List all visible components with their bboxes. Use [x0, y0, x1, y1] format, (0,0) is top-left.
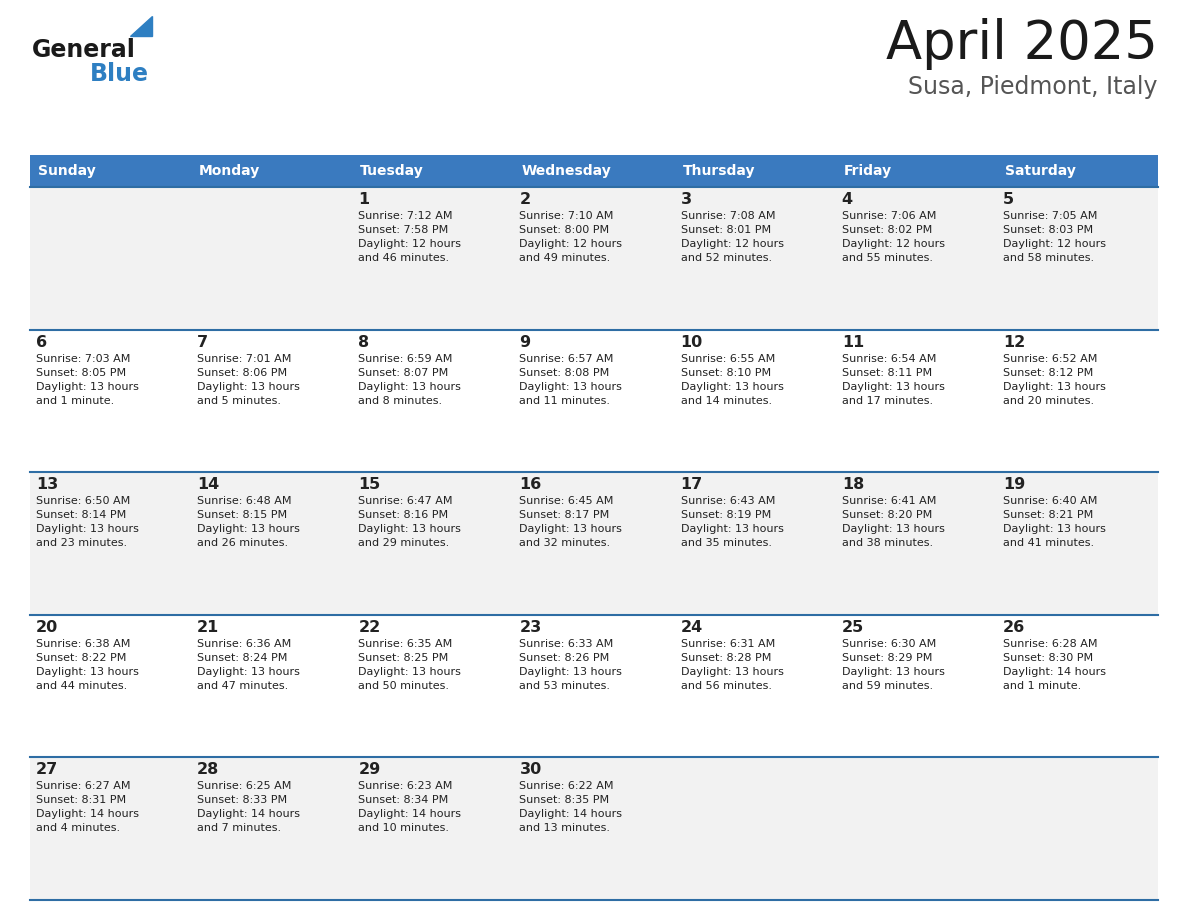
Text: Sunrise: 6:33 AM
Sunset: 8:26 PM
Daylight: 13 hours
and 53 minutes.: Sunrise: 6:33 AM Sunset: 8:26 PM Dayligh…	[519, 639, 623, 691]
Text: 10: 10	[681, 334, 703, 350]
Text: General: General	[32, 38, 135, 62]
Text: Sunrise: 7:05 AM
Sunset: 8:03 PM
Daylight: 12 hours
and 58 minutes.: Sunrise: 7:05 AM Sunset: 8:03 PM Dayligh…	[1003, 211, 1106, 263]
Text: 1: 1	[359, 192, 369, 207]
Text: Saturday: Saturday	[1005, 164, 1075, 178]
Text: Sunrise: 7:08 AM
Sunset: 8:01 PM
Daylight: 12 hours
and 52 minutes.: Sunrise: 7:08 AM Sunset: 8:01 PM Dayligh…	[681, 211, 784, 263]
Text: Sunrise: 6:45 AM
Sunset: 8:17 PM
Daylight: 13 hours
and 32 minutes.: Sunrise: 6:45 AM Sunset: 8:17 PM Dayligh…	[519, 497, 623, 548]
Text: 30: 30	[519, 763, 542, 778]
Polygon shape	[129, 16, 152, 36]
Text: Sunrise: 6:48 AM
Sunset: 8:15 PM
Daylight: 13 hours
and 26 minutes.: Sunrise: 6:48 AM Sunset: 8:15 PM Dayligh…	[197, 497, 301, 548]
Text: Sunrise: 7:01 AM
Sunset: 8:06 PM
Daylight: 13 hours
and 5 minutes.: Sunrise: 7:01 AM Sunset: 8:06 PM Dayligh…	[197, 353, 301, 406]
Text: 23: 23	[519, 620, 542, 635]
Text: Sunrise: 6:30 AM
Sunset: 8:29 PM
Daylight: 13 hours
and 59 minutes.: Sunrise: 6:30 AM Sunset: 8:29 PM Dayligh…	[842, 639, 944, 691]
Bar	[997, 155, 1158, 187]
Text: 20: 20	[36, 620, 58, 635]
Text: Sunrise: 6:25 AM
Sunset: 8:33 PM
Daylight: 14 hours
and 7 minutes.: Sunrise: 6:25 AM Sunset: 8:33 PM Dayligh…	[197, 781, 301, 834]
Text: 9: 9	[519, 334, 531, 350]
Text: Sunrise: 6:59 AM
Sunset: 8:07 PM
Daylight: 13 hours
and 8 minutes.: Sunrise: 6:59 AM Sunset: 8:07 PM Dayligh…	[359, 353, 461, 406]
Text: Sunrise: 7:03 AM
Sunset: 8:05 PM
Daylight: 13 hours
and 1 minute.: Sunrise: 7:03 AM Sunset: 8:05 PM Dayligh…	[36, 353, 139, 406]
Text: 3: 3	[681, 192, 691, 207]
Bar	[191, 155, 353, 187]
Text: 22: 22	[359, 620, 380, 635]
Bar	[30, 472, 1158, 615]
Text: 13: 13	[36, 477, 58, 492]
Text: Monday: Monday	[200, 164, 260, 178]
Text: Sunrise: 6:38 AM
Sunset: 8:22 PM
Daylight: 13 hours
and 44 minutes.: Sunrise: 6:38 AM Sunset: 8:22 PM Dayligh…	[36, 639, 139, 691]
Text: Sunrise: 6:57 AM
Sunset: 8:08 PM
Daylight: 13 hours
and 11 minutes.: Sunrise: 6:57 AM Sunset: 8:08 PM Dayligh…	[519, 353, 623, 406]
Text: 25: 25	[842, 620, 864, 635]
Text: Wednesday: Wednesday	[522, 164, 611, 178]
Text: 16: 16	[519, 477, 542, 492]
Bar	[835, 155, 997, 187]
Text: Sunrise: 6:36 AM
Sunset: 8:24 PM
Daylight: 13 hours
and 47 minutes.: Sunrise: 6:36 AM Sunset: 8:24 PM Dayligh…	[197, 639, 301, 691]
Text: 27: 27	[36, 763, 58, 778]
Text: Sunrise: 7:06 AM
Sunset: 8:02 PM
Daylight: 12 hours
and 55 minutes.: Sunrise: 7:06 AM Sunset: 8:02 PM Dayligh…	[842, 211, 944, 263]
Text: 19: 19	[1003, 477, 1025, 492]
Text: Sunrise: 7:10 AM
Sunset: 8:00 PM
Daylight: 12 hours
and 49 minutes.: Sunrise: 7:10 AM Sunset: 8:00 PM Dayligh…	[519, 211, 623, 263]
Text: Sunrise: 6:52 AM
Sunset: 8:12 PM
Daylight: 13 hours
and 20 minutes.: Sunrise: 6:52 AM Sunset: 8:12 PM Dayligh…	[1003, 353, 1106, 406]
Bar	[30, 187, 1158, 330]
Text: April 2025: April 2025	[886, 18, 1158, 70]
Bar	[675, 155, 835, 187]
Text: 5: 5	[1003, 192, 1015, 207]
Text: 29: 29	[359, 763, 380, 778]
Text: Tuesday: Tuesday	[360, 164, 424, 178]
Text: Sunrise: 6:27 AM
Sunset: 8:31 PM
Daylight: 14 hours
and 4 minutes.: Sunrise: 6:27 AM Sunset: 8:31 PM Dayligh…	[36, 781, 139, 834]
Text: Sunrise: 6:23 AM
Sunset: 8:34 PM
Daylight: 14 hours
and 10 minutes.: Sunrise: 6:23 AM Sunset: 8:34 PM Dayligh…	[359, 781, 461, 834]
Text: Blue: Blue	[90, 62, 148, 86]
Text: 2: 2	[519, 192, 531, 207]
Text: 6: 6	[36, 334, 48, 350]
Text: 12: 12	[1003, 334, 1025, 350]
Text: Sunrise: 6:22 AM
Sunset: 8:35 PM
Daylight: 14 hours
and 13 minutes.: Sunrise: 6:22 AM Sunset: 8:35 PM Dayligh…	[519, 781, 623, 834]
Text: 8: 8	[359, 334, 369, 350]
Text: 14: 14	[197, 477, 220, 492]
Text: Sunrise: 6:41 AM
Sunset: 8:20 PM
Daylight: 13 hours
and 38 minutes.: Sunrise: 6:41 AM Sunset: 8:20 PM Dayligh…	[842, 497, 944, 548]
Text: Sunrise: 6:40 AM
Sunset: 8:21 PM
Daylight: 13 hours
and 41 minutes.: Sunrise: 6:40 AM Sunset: 8:21 PM Dayligh…	[1003, 497, 1106, 548]
Bar	[30, 155, 191, 187]
Text: 26: 26	[1003, 620, 1025, 635]
Text: 7: 7	[197, 334, 208, 350]
Text: Thursday: Thursday	[683, 164, 756, 178]
Bar	[30, 757, 1158, 900]
Text: Sunrise: 6:54 AM
Sunset: 8:11 PM
Daylight: 13 hours
and 17 minutes.: Sunrise: 6:54 AM Sunset: 8:11 PM Dayligh…	[842, 353, 944, 406]
Text: Friday: Friday	[843, 164, 892, 178]
Text: Sunrise: 6:43 AM
Sunset: 8:19 PM
Daylight: 13 hours
and 35 minutes.: Sunrise: 6:43 AM Sunset: 8:19 PM Dayligh…	[681, 497, 783, 548]
Text: Sunrise: 7:12 AM
Sunset: 7:58 PM
Daylight: 12 hours
and 46 minutes.: Sunrise: 7:12 AM Sunset: 7:58 PM Dayligh…	[359, 211, 461, 263]
Bar	[30, 330, 1158, 472]
Bar	[30, 615, 1158, 757]
Text: 28: 28	[197, 763, 220, 778]
Text: 18: 18	[842, 477, 864, 492]
Text: 15: 15	[359, 477, 380, 492]
Text: 24: 24	[681, 620, 703, 635]
Text: Sunrise: 6:28 AM
Sunset: 8:30 PM
Daylight: 14 hours
and 1 minute.: Sunrise: 6:28 AM Sunset: 8:30 PM Dayligh…	[1003, 639, 1106, 691]
Text: 17: 17	[681, 477, 703, 492]
Text: Sunrise: 6:50 AM
Sunset: 8:14 PM
Daylight: 13 hours
and 23 minutes.: Sunrise: 6:50 AM Sunset: 8:14 PM Dayligh…	[36, 497, 139, 548]
Text: Susa, Piedmont, Italy: Susa, Piedmont, Italy	[909, 75, 1158, 99]
Text: Sunday: Sunday	[38, 164, 96, 178]
Text: Sunrise: 6:35 AM
Sunset: 8:25 PM
Daylight: 13 hours
and 50 minutes.: Sunrise: 6:35 AM Sunset: 8:25 PM Dayligh…	[359, 639, 461, 691]
Text: 11: 11	[842, 334, 864, 350]
Bar	[513, 155, 675, 187]
Text: 4: 4	[842, 192, 853, 207]
Text: Sunrise: 6:31 AM
Sunset: 8:28 PM
Daylight: 13 hours
and 56 minutes.: Sunrise: 6:31 AM Sunset: 8:28 PM Dayligh…	[681, 639, 783, 691]
Text: Sunrise: 6:47 AM
Sunset: 8:16 PM
Daylight: 13 hours
and 29 minutes.: Sunrise: 6:47 AM Sunset: 8:16 PM Dayligh…	[359, 497, 461, 548]
Text: Sunrise: 6:55 AM
Sunset: 8:10 PM
Daylight: 13 hours
and 14 minutes.: Sunrise: 6:55 AM Sunset: 8:10 PM Dayligh…	[681, 353, 783, 406]
Text: 21: 21	[197, 620, 220, 635]
Bar	[353, 155, 513, 187]
